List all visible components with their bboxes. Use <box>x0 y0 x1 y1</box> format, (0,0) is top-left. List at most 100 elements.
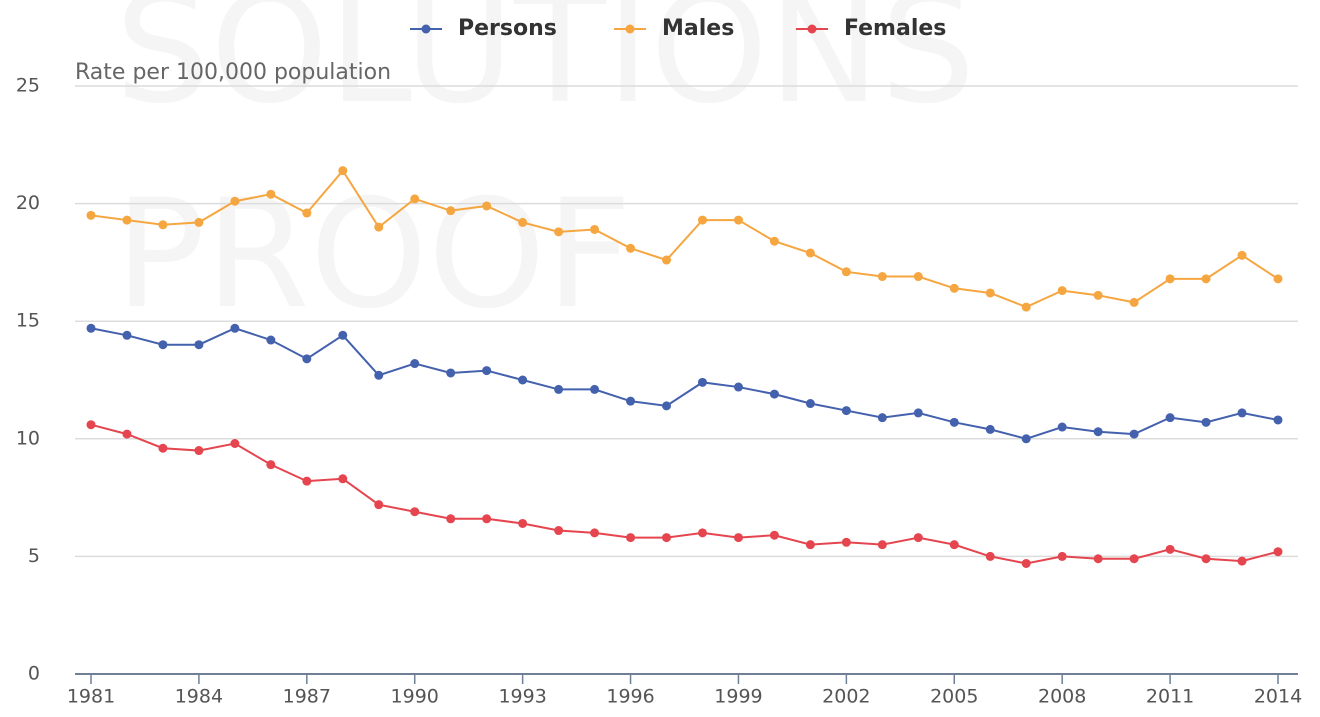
y-tick-label: 10 <box>16 427 40 449</box>
y-tick-label: 15 <box>16 310 40 332</box>
data-point <box>338 330 348 340</box>
data-point <box>122 429 132 439</box>
data-point <box>697 528 707 538</box>
data-point <box>1129 429 1139 439</box>
data-point <box>1129 554 1139 564</box>
y-tick-label: 0 <box>28 663 40 685</box>
data-point <box>1201 417 1211 427</box>
data-point <box>949 283 959 293</box>
data-point <box>733 215 743 225</box>
data-point <box>985 551 995 561</box>
series-line <box>90 168 1279 309</box>
data-point <box>482 201 492 211</box>
data-point <box>158 443 168 453</box>
data-point <box>1273 274 1283 284</box>
x-tick-label: 2002 <box>822 686 870 708</box>
legend-marker <box>807 24 817 34</box>
data-point <box>410 194 420 204</box>
data-point <box>841 406 851 416</box>
data-point <box>518 518 528 528</box>
y-axis-label: Rate per 100,000 population <box>75 60 391 85</box>
data-point <box>1237 250 1247 260</box>
x-tick-label: 1990 <box>391 686 439 708</box>
data-point <box>302 354 312 364</box>
data-point <box>1093 290 1103 300</box>
data-point <box>194 217 204 227</box>
data-point <box>446 206 456 216</box>
data-point <box>1021 434 1031 444</box>
data-point <box>554 227 564 237</box>
legend-label: Males <box>662 16 734 41</box>
data-point <box>446 514 456 524</box>
data-point <box>482 514 492 524</box>
y-tick-label: 5 <box>28 545 40 567</box>
data-point <box>626 396 636 406</box>
y-tick-label: 25 <box>16 75 40 97</box>
data-point <box>374 500 384 510</box>
data-point <box>230 439 240 449</box>
data-point <box>590 224 600 234</box>
data-point <box>86 420 96 430</box>
data-point <box>985 288 995 298</box>
data-point <box>518 217 528 227</box>
data-point <box>518 375 528 385</box>
x-tick-label: 2005 <box>930 686 978 708</box>
data-point <box>769 389 779 399</box>
legend-marker <box>421 24 431 34</box>
data-point <box>266 460 276 470</box>
data-point <box>590 528 600 538</box>
x-tick-label: 1981 <box>67 686 115 708</box>
legend: Persons Males Females <box>410 16 946 41</box>
data-point <box>1165 274 1175 284</box>
data-point <box>697 377 707 387</box>
data-point <box>1057 422 1067 432</box>
data-point <box>1237 408 1247 418</box>
data-point <box>266 189 276 199</box>
data-point <box>158 340 168 350</box>
data-point <box>590 384 600 394</box>
data-point <box>913 408 923 418</box>
data-point <box>733 382 743 392</box>
data-point <box>1201 554 1211 564</box>
legend-label: Females <box>844 16 946 41</box>
data-point <box>158 220 168 230</box>
data-point <box>122 330 132 340</box>
data-point <box>841 267 851 277</box>
data-point <box>841 537 851 547</box>
data-point <box>1057 551 1067 561</box>
data-point <box>662 533 672 543</box>
data-point <box>1273 547 1283 557</box>
data-point <box>266 335 276 345</box>
x-tick-label: 1999 <box>714 686 762 708</box>
legend-label: Persons <box>458 16 557 41</box>
data-point <box>446 368 456 378</box>
data-point <box>662 255 672 265</box>
data-point <box>1165 544 1175 554</box>
data-point <box>805 540 815 550</box>
legend-marker <box>625 24 635 34</box>
data-point <box>86 323 96 333</box>
data-point <box>482 366 492 376</box>
data-point <box>949 540 959 550</box>
data-point <box>302 208 312 218</box>
data-point <box>410 359 420 369</box>
data-point <box>1237 556 1247 566</box>
series-line <box>90 423 1279 565</box>
x-tick-label: 1996 <box>606 686 654 708</box>
data-point <box>302 476 312 486</box>
x-tick-label: 2008 <box>1038 686 1086 708</box>
data-point <box>1021 558 1031 568</box>
y-tick-label: 20 <box>16 192 40 214</box>
data-point <box>769 530 779 540</box>
data-point <box>338 474 348 484</box>
data-point <box>374 222 384 232</box>
data-point <box>338 166 348 176</box>
data-point <box>913 533 923 543</box>
legend-item: Persons <box>410 16 557 41</box>
x-tick-label: 2011 <box>1146 686 1194 708</box>
series-line <box>90 327 1279 440</box>
data-point <box>1165 413 1175 423</box>
data-point <box>230 196 240 206</box>
watermark: PROOF <box>115 168 632 342</box>
